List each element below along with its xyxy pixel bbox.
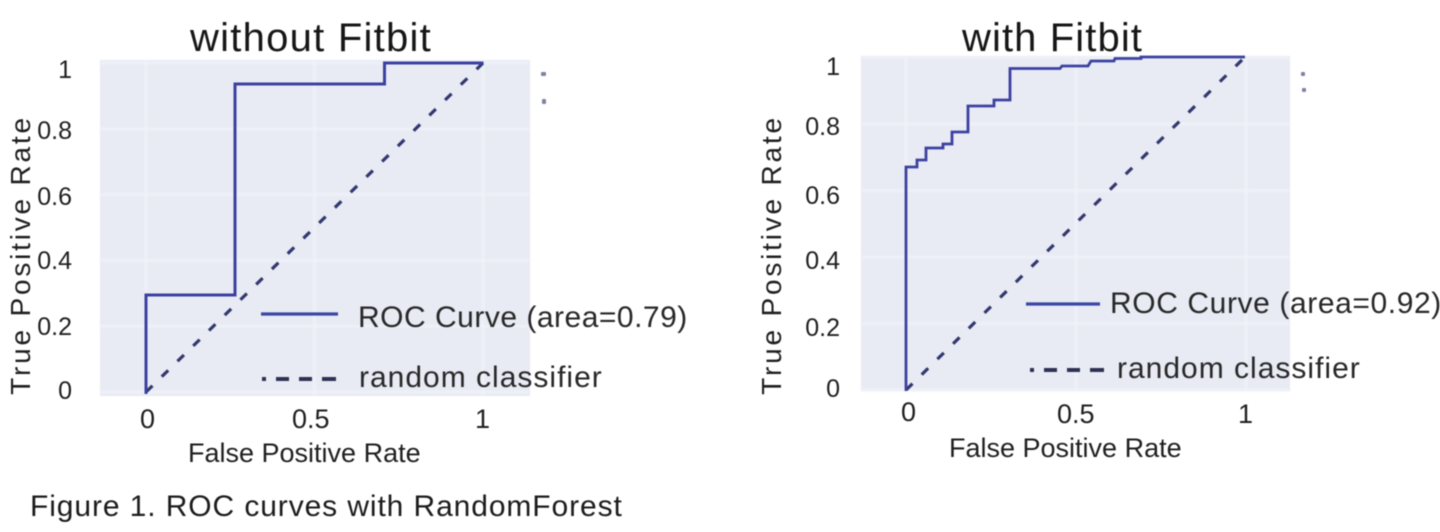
svg-text:True Positive Rate: True Positive Rate [5,115,36,395]
svg-text:True Positive Rate: True Positive Rate [756,115,787,395]
